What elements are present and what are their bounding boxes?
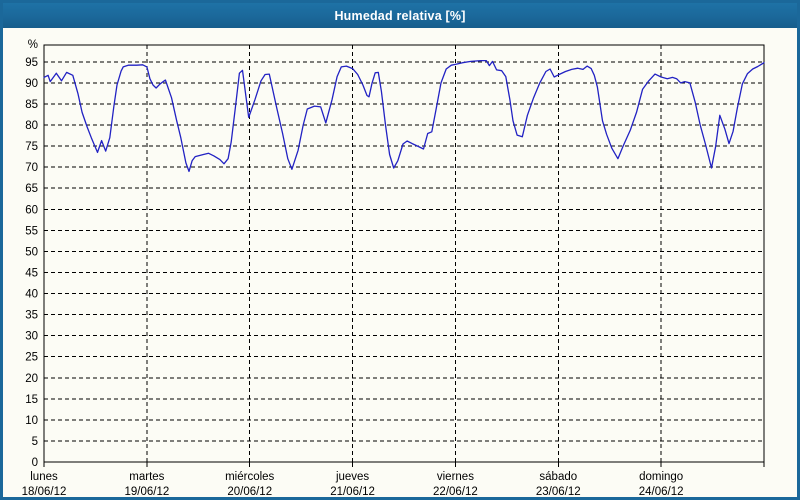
humidity-series-line <box>43 59 765 173</box>
day-name-label: martes <box>129 471 164 483</box>
day-name-label: sábado <box>539 471 577 483</box>
window-title: Humedad relativa [%] <box>334 8 466 23</box>
y-tick-label: 50 <box>25 246 38 258</box>
day-date-label: 22/06/12 <box>433 486 478 498</box>
day-name-label: jueves <box>335 471 369 483</box>
y-tick-label: 80 <box>25 120 38 132</box>
day-date-label: 21/06/12 <box>330 486 375 498</box>
day-name-label: miércoles <box>225 471 274 483</box>
y-tick-label: 25 <box>25 352 38 364</box>
y-tick-label: 15 <box>25 394 38 406</box>
day-name-label: domingo <box>639 471 683 483</box>
y-tick-label: 20 <box>25 373 38 385</box>
day-date-label: 24/06/12 <box>639 486 684 498</box>
day-date-label: 18/06/12 <box>22 486 67 498</box>
y-tick-label: 90 <box>25 78 38 90</box>
y-tick-label: 70 <box>25 162 38 174</box>
y-tick-label: 60 <box>25 204 38 216</box>
y-tick-label: 45 <box>25 267 38 279</box>
day-name-label: viernes <box>437 471 474 483</box>
y-tick-label: 10 <box>25 415 38 427</box>
y-tick-label: 65 <box>25 183 38 195</box>
y-tick-label: 75 <box>25 141 38 153</box>
y-tick-label: 40 <box>25 289 38 301</box>
y-tick-label: 95 <box>25 57 38 69</box>
y-tick-label: 30 <box>25 331 38 343</box>
y-tick-label: 0 <box>32 457 38 469</box>
chart-area: 0 5 10 15 20 25 30 35 40 45 50 55 60 65 70 75 80 85 90 95% l… <box>6 31 794 498</box>
y-tick-label: 55 <box>25 225 38 237</box>
day-name-label: lunes <box>30 471 58 483</box>
y-axis-unit-label: % <box>28 39 38 51</box>
day-date-label: 20/06/12 <box>227 486 272 498</box>
day-date-label: 19/06/12 <box>124 486 169 498</box>
window-titlebar: Humedad relativa [%] <box>3 3 797 28</box>
y-tick-label: 5 <box>32 436 38 448</box>
plot-border <box>43 44 765 463</box>
humidity-chart: 0 5 10 15 20 25 30 35 40 45 50 55 60 65 70 75 80 85 90 95% l… <box>22 39 765 498</box>
day-date-label: 23/06/12 <box>536 486 581 498</box>
y-tick-label: 85 <box>25 99 38 111</box>
y-tick-label: 35 <box>25 310 38 322</box>
